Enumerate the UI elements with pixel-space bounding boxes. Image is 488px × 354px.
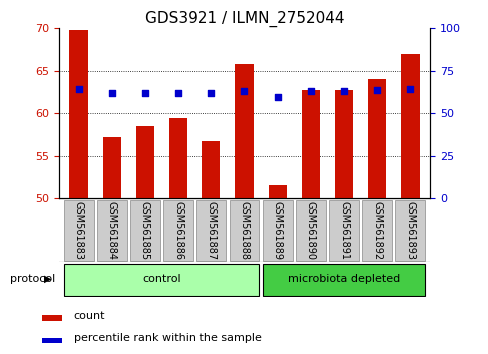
Bar: [295, 200, 325, 261]
Bar: [42, 338, 62, 343]
Bar: [262, 264, 425, 296]
Point: [406, 87, 413, 92]
Point: [240, 88, 248, 94]
Text: percentile rank within the sample: percentile rank within the sample: [74, 333, 261, 343]
Point: [273, 94, 281, 99]
Bar: [63, 200, 93, 261]
Bar: [328, 200, 358, 261]
Point: [174, 90, 182, 95]
Bar: [202, 141, 220, 198]
Bar: [395, 200, 425, 261]
Text: GSM561883: GSM561883: [73, 201, 83, 260]
Bar: [42, 315, 62, 321]
Text: GSM561893: GSM561893: [405, 201, 415, 260]
Text: GSM561891: GSM561891: [338, 201, 348, 260]
Bar: [196, 200, 226, 261]
Bar: [69, 30, 87, 198]
Bar: [367, 79, 386, 198]
Bar: [163, 200, 193, 261]
Bar: [102, 137, 121, 198]
Text: GSM561890: GSM561890: [305, 201, 315, 260]
Text: count: count: [74, 311, 105, 321]
Bar: [301, 90, 319, 198]
Text: GSM561886: GSM561886: [173, 201, 183, 260]
Text: GSM561887: GSM561887: [206, 201, 216, 260]
Text: microbiota depleted: microbiota depleted: [287, 274, 399, 284]
Bar: [235, 64, 253, 198]
Bar: [130, 200, 160, 261]
Point: [75, 87, 82, 92]
Text: GSM561889: GSM561889: [272, 201, 282, 260]
Text: protocol: protocol: [10, 274, 55, 284]
Point: [306, 88, 314, 94]
Text: control: control: [142, 274, 181, 284]
Text: GDS3921 / ILMN_2752044: GDS3921 / ILMN_2752044: [144, 11, 344, 27]
Point: [141, 90, 148, 95]
Text: GSM561884: GSM561884: [106, 201, 117, 260]
Bar: [362, 200, 391, 261]
Bar: [262, 200, 292, 261]
Point: [108, 90, 116, 96]
Bar: [401, 54, 419, 198]
Text: GSM561888: GSM561888: [239, 201, 249, 260]
Text: GSM561892: GSM561892: [371, 201, 382, 260]
Bar: [334, 90, 352, 198]
Bar: [268, 185, 286, 198]
Point: [372, 87, 380, 93]
Text: GSM561885: GSM561885: [140, 201, 150, 260]
Bar: [97, 200, 126, 261]
Bar: [136, 126, 154, 198]
Bar: [63, 264, 259, 296]
Bar: [169, 118, 187, 198]
Point: [340, 88, 347, 94]
Bar: [229, 200, 259, 261]
Text: ▶: ▶: [44, 274, 51, 284]
Point: [207, 90, 215, 96]
